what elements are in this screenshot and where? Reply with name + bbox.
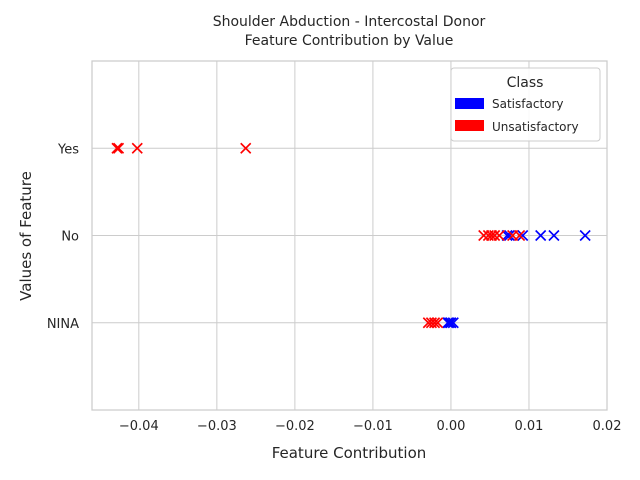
y-tick-label: No [61,230,79,245]
legend-swatch-unsatisfactory [455,120,484,131]
legend-box [450,67,601,142]
x-tick-label: −0.03 [197,419,237,434]
y-axis-label: Values of Feature [17,171,35,301]
x-tick-label: −0.02 [275,419,315,434]
data-point-satisfactory [579,229,591,242]
x-tick-label: 0.01 [514,419,543,434]
axis-ticks: −0.04 −0.03 −0.02 −0.01 0.00 0.01 0.02 NINA No Ye… [47,142,622,434]
legend-label-unsatisfactory: Unsatisfactory [492,120,579,134]
data-point-satisfactory [443,317,455,329]
data-point-unsatisfactory [240,142,252,154]
legend-label-satisfactory: Satisfactory [492,97,564,111]
legend-title: Class [507,75,544,91]
data-point-unsatisfactory [432,317,444,329]
x-axis-label: Feature Contribution [272,444,427,462]
data-point-satisfactory [445,317,457,329]
data-point-unsatisfactory [111,142,123,154]
x-tick-label: 0.02 [593,419,622,434]
data-point-satisfactory [447,317,459,329]
chart-title-line1: Shoulder Abduction - Intercostal Donor [213,14,486,30]
data-point-satisfactory [442,317,454,329]
data-point-unsatisfactory [131,142,143,154]
data-point-unsatisfactory [428,317,441,329]
y-tick-label: NINA [47,317,79,332]
data-points [111,142,591,329]
legend: Class Satisfactory Unsatisfactory [450,67,601,142]
data-point-unsatisfactory [493,229,505,242]
data-point-satisfactory [548,229,560,242]
y-tick-label: Yes [57,142,79,157]
legend-swatch-satisfactory [455,98,484,109]
x-tick-label: −0.01 [353,419,393,434]
data-point-satisfactory [503,229,516,242]
data-point-unsatisfactory [112,142,125,154]
data-point-satisfactory [535,229,547,242]
data-point-satisfactory [517,229,529,242]
data-point-unsatisfactory [489,229,501,242]
data-point-unsatisfactory [478,229,490,242]
x-tick-label: −0.04 [119,419,159,434]
data-point-unsatisfactory [485,229,498,242]
data-point-satisfactory [501,229,513,242]
x-tick-label: 0.00 [436,419,465,434]
plot-frame [91,60,608,411]
chart-title-line2: Feature Contribution by Value [245,33,454,49]
data-point-unsatisfactory [514,229,526,242]
